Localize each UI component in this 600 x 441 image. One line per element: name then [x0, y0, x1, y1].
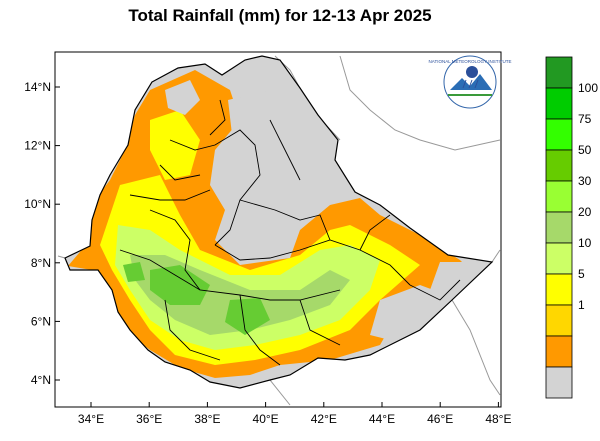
logo-text: NATIONAL METEOROLOGY INSTITUTE: [429, 59, 512, 64]
x-tick-label: 36°E: [136, 412, 162, 426]
x-tick-label: 42°E: [311, 412, 337, 426]
legend-label: 20: [578, 205, 592, 219]
x-tick-label: 38°E: [194, 412, 220, 426]
ethiopia-border: [64, 55, 494, 389]
nmi-logo: NATIONAL METEOROLOGY INSTITUTE: [429, 55, 512, 109]
legend-label: 30: [578, 174, 592, 188]
legend-swatch: [545, 118, 573, 151]
legend-swatch: [545, 242, 573, 275]
legend: 100 75 50 30 20 10 5 1: [545, 56, 598, 399]
x-tick-label: 44°E: [369, 412, 395, 426]
legend-swatch: [545, 87, 573, 120]
legend-swatch: [545, 56, 573, 89]
legend-swatch: [545, 335, 573, 368]
legend-label: 100: [578, 81, 598, 95]
legend-label: 75: [578, 112, 592, 126]
region-boundaries: [119, 99, 461, 366]
legend-swatch: [545, 366, 573, 399]
x-tick-label: 34°E: [78, 412, 104, 426]
y-tick-label: 14°N: [24, 80, 51, 94]
legend-swatch: [545, 211, 573, 244]
legend-swatch: [545, 149, 573, 182]
x-axis: 34°E 36°E 38°E 40°E 42°E 44°E 46°E 48°E: [78, 402, 511, 426]
legend-label: 1: [578, 298, 585, 312]
x-tick-label: 48°E: [485, 412, 511, 426]
y-tick-label: 6°N: [31, 314, 51, 328]
legend-label: 10: [578, 236, 592, 250]
y-tick-label: 4°N: [31, 373, 51, 387]
map-title: Total Rainfall (mm) for 12-13 Apr 2025: [128, 6, 432, 25]
legend-label: 5: [578, 267, 585, 281]
y-tick-label: 10°N: [24, 197, 51, 211]
legend-swatch: [545, 273, 573, 306]
legend-label: 50: [578, 143, 592, 157]
y-axis: 14°N 12°N 10°N 8°N 6°N 4°N: [24, 80, 60, 387]
legend-swatch: [545, 180, 573, 213]
y-tick-label: 8°N: [31, 256, 51, 270]
legend-swatch: [545, 304, 573, 337]
x-tick-label: 40°E: [253, 412, 279, 426]
x-tick-label: 46°E: [427, 412, 453, 426]
y-tick-label: 12°N: [24, 139, 51, 153]
